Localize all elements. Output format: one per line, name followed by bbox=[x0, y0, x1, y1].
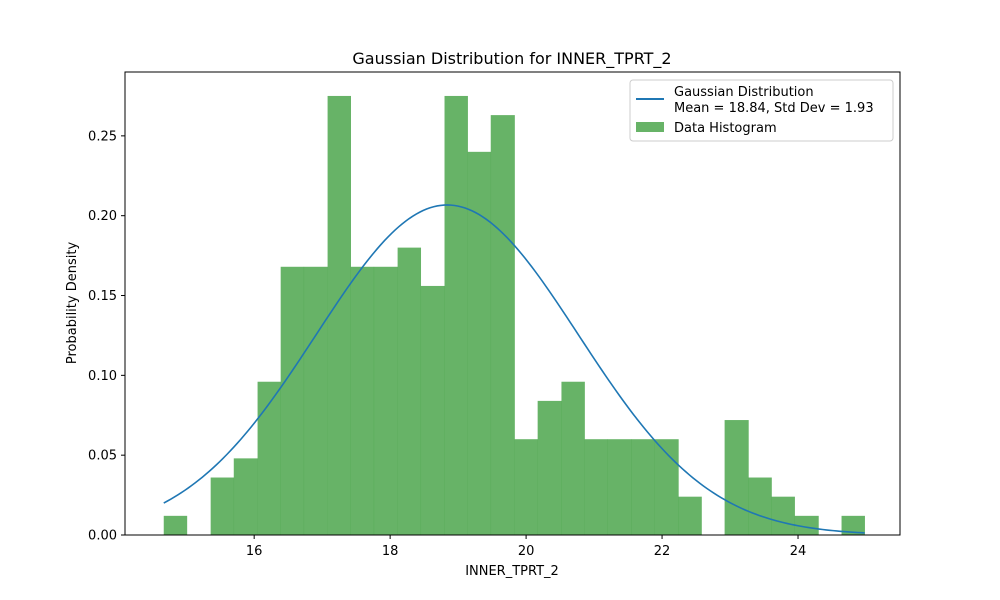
histogram-bar bbox=[233, 458, 258, 535]
histogram-bar bbox=[678, 496, 702, 535]
histogram-bar bbox=[397, 247, 422, 535]
x-tick-label: 20 bbox=[518, 544, 535, 559]
histogram-bar bbox=[607, 439, 632, 535]
legend-histogram-label: Data Histogram bbox=[674, 121, 777, 136]
histogram-bar bbox=[210, 477, 235, 535]
legend-histogram-swatch bbox=[636, 122, 664, 132]
histogram-bar bbox=[420, 285, 445, 535]
histogram-bar bbox=[467, 151, 492, 535]
legend-gaussian-label: Gaussian Distribution bbox=[674, 85, 814, 100]
histogram-bar bbox=[373, 266, 398, 535]
histogram-bar bbox=[257, 381, 281, 535]
x-tick-label: 18 bbox=[382, 544, 399, 559]
y-tick-label: 0.20 bbox=[88, 209, 117, 224]
histogram-bar bbox=[537, 400, 562, 535]
plot-frame bbox=[124, 71, 901, 536]
histogram-bar bbox=[444, 95, 468, 535]
y-axis-ticks: 0.00 0.05 0.10 0.15 0.20 0.25 bbox=[88, 129, 125, 544]
chart-title: Gaussian Distribution for INNER_TPRT_2 bbox=[352, 49, 671, 69]
x-tick-label: 16 bbox=[246, 544, 263, 559]
x-tick-label: 24 bbox=[790, 544, 807, 559]
histogram-bar bbox=[280, 266, 305, 535]
legend-gaussian-stats: Mean = 18.84, Std Dev = 1.93 bbox=[674, 101, 874, 116]
histogram-bars bbox=[163, 95, 865, 536]
x-axis-label: INNER_TPRT_2 bbox=[465, 564, 559, 579]
histogram-bar bbox=[327, 95, 351, 535]
histogram-bar bbox=[631, 439, 655, 535]
histogram-bar bbox=[748, 477, 772, 535]
histogram-bar bbox=[303, 266, 328, 535]
y-tick-label: 0.10 bbox=[88, 369, 117, 384]
histogram-bar bbox=[490, 115, 515, 536]
y-tick-label: 0.25 bbox=[88, 129, 117, 144]
x-axis-ticks: 16 18 20 22 24 bbox=[246, 535, 806, 559]
legend: Gaussian Distribution Mean = 18.84, Std … bbox=[629, 79, 894, 142]
histogram-bar bbox=[771, 496, 795, 535]
legend-box bbox=[629, 79, 894, 142]
histogram-bar bbox=[584, 439, 608, 535]
x-tick-label: 22 bbox=[654, 544, 671, 559]
histogram-bar bbox=[654, 439, 679, 535]
y-tick-label: 0.00 bbox=[88, 529, 117, 544]
histogram-bar bbox=[163, 515, 188, 535]
histogram-bar bbox=[724, 420, 749, 535]
y-tick-label: 0.15 bbox=[88, 289, 117, 304]
histogram-bar bbox=[350, 266, 375, 535]
y-tick-label: 0.05 bbox=[88, 449, 117, 464]
y-axis-label: Probability Density bbox=[65, 242, 80, 365]
histogram-bar bbox=[794, 515, 819, 535]
gaussian-curve bbox=[163, 204, 865, 534]
histogram-bar bbox=[514, 439, 538, 535]
histogram-bar bbox=[561, 381, 585, 535]
histogram-bar bbox=[841, 515, 865, 535]
